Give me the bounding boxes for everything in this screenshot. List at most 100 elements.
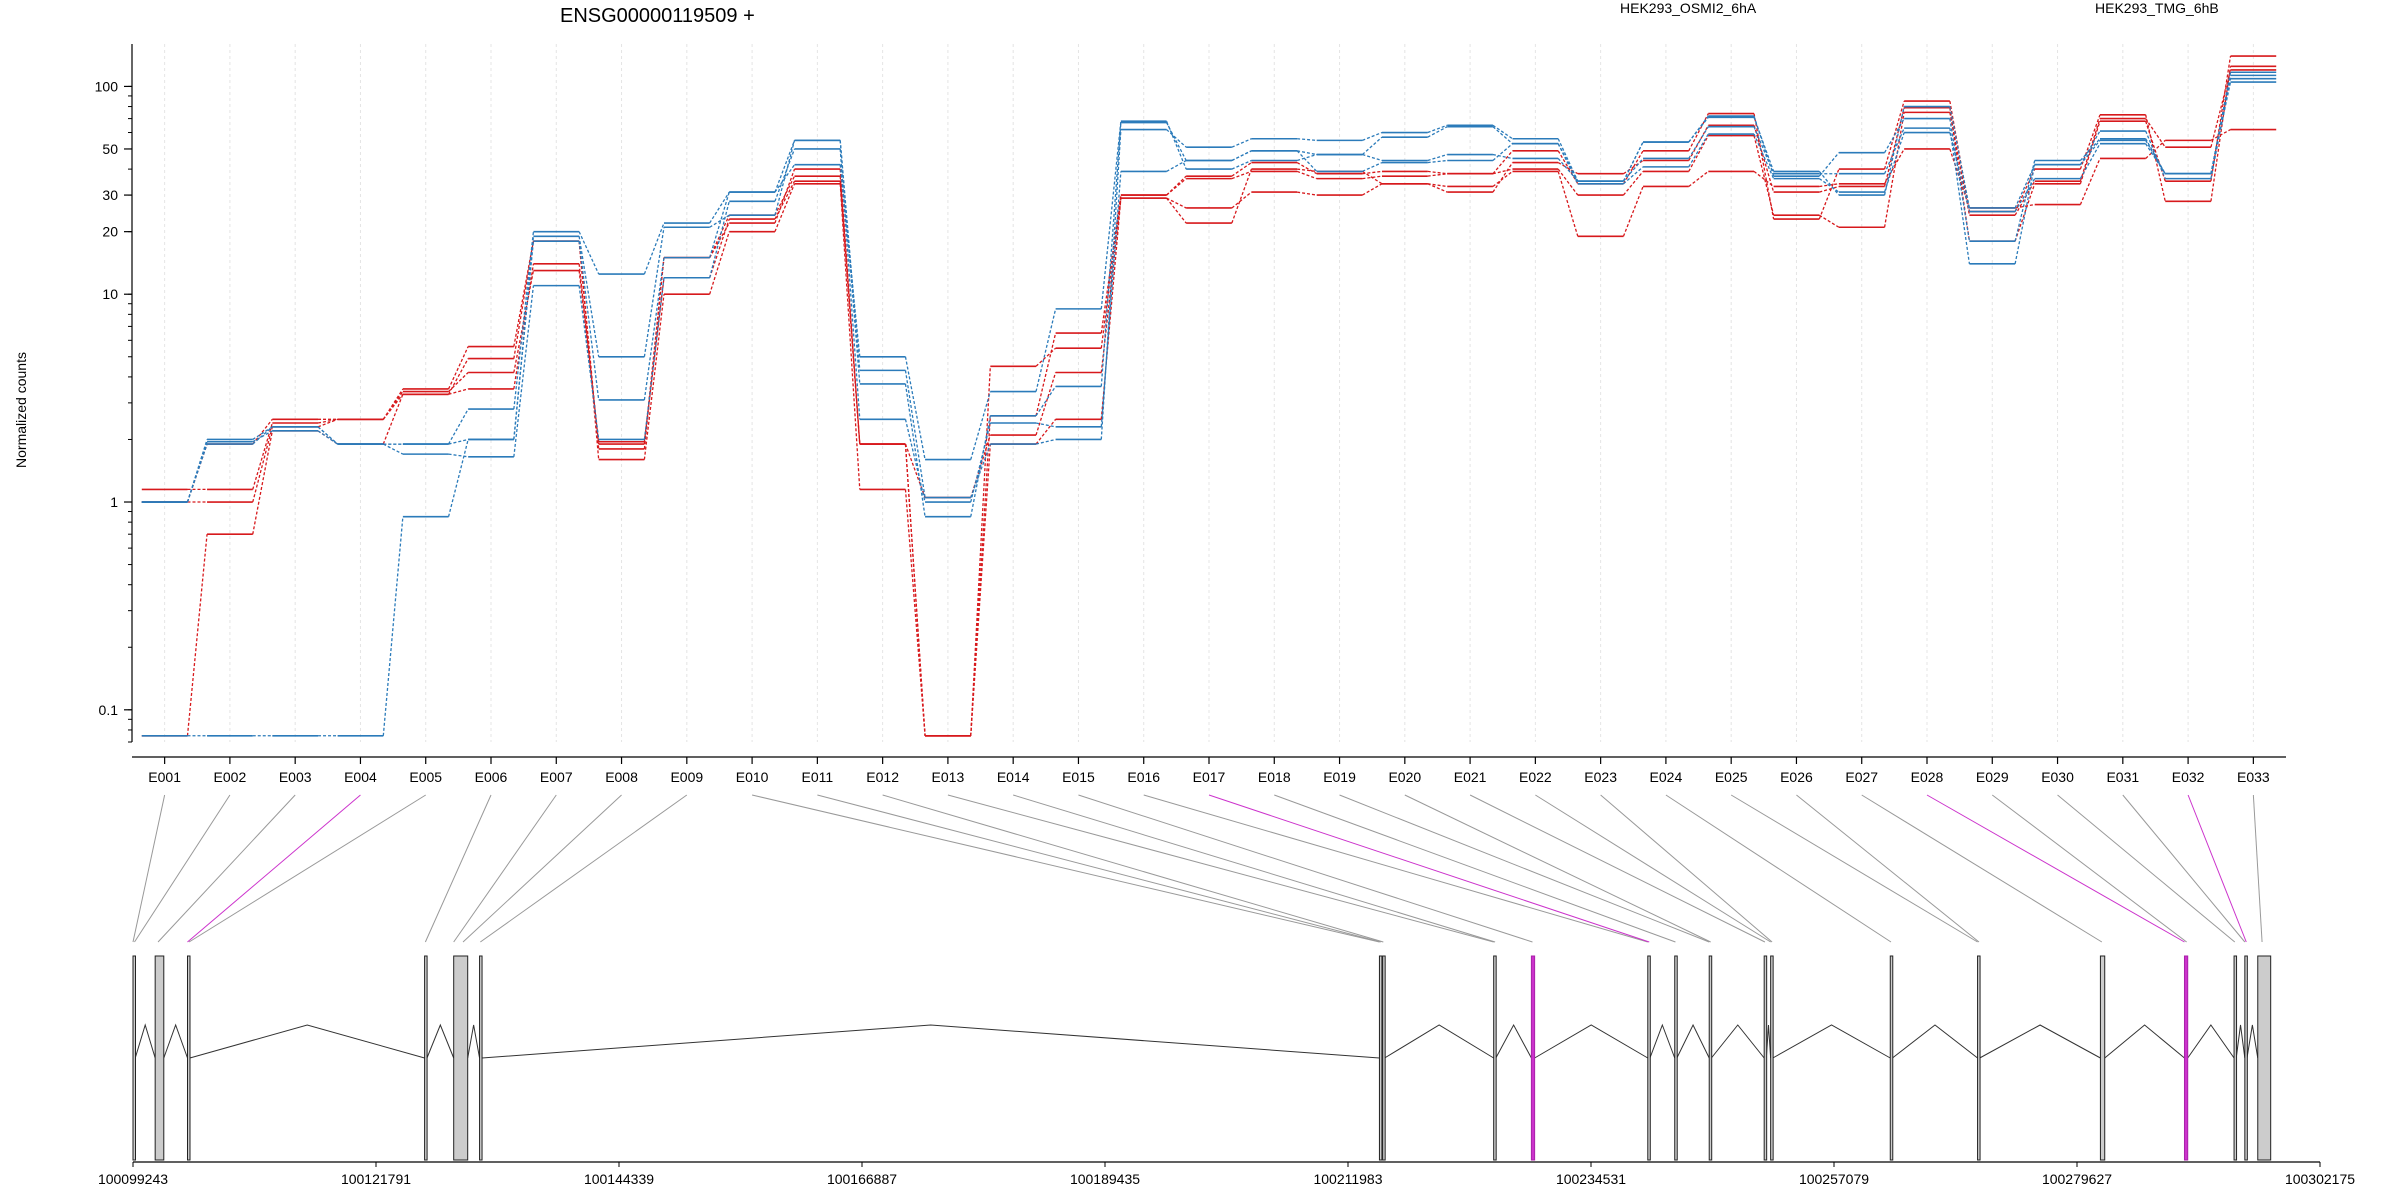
series-1-step-E029: [2015, 203, 2035, 209]
series-3-step-E024: [1688, 124, 1709, 161]
series-6-step-E025: [1753, 126, 1775, 174]
series-3-step-E002: [252, 430, 273, 535]
intron-13: [1710, 1024, 1765, 1059]
series-8: [141, 71, 2277, 503]
series-3-step-E032: [2210, 55, 2232, 182]
series-4-step-E019: [1362, 170, 1383, 175]
series-5-step-E012: [904, 419, 926, 503]
series-4-step-E017: [1231, 162, 1252, 177]
connector-E013: [947, 794, 1494, 943]
genomic-tick-label-100211983: 100211983: [1313, 1171, 1382, 1187]
x-tick-label-E014: E014: [997, 769, 1030, 785]
series-2-step-E023: [1622, 170, 1644, 196]
x-tick-label-E007: E007: [540, 769, 573, 785]
series-3-step-E023: [1623, 159, 1644, 175]
series-8-step-E010: [774, 164, 796, 193]
series-8-step-E021: [1492, 153, 1513, 160]
series-8-step-E028: [1949, 106, 1971, 209]
x-tick-label-E021: E021: [1454, 769, 1487, 785]
series-8-step-E012: [904, 356, 926, 460]
series-8-step-E025: [1753, 117, 1775, 172]
series-6-step-E010: [774, 140, 796, 193]
series-2-step-E032: [2210, 69, 2232, 148]
connector-E029: [1991, 794, 2187, 943]
series-6-step-E017: [1231, 150, 1252, 162]
series-1-step-E025: [1753, 170, 1775, 187]
genomic-tick-label-100144339: 100144339: [584, 1171, 654, 1187]
series-1-step-E031: [2145, 139, 2166, 159]
series-5-step-E014: [1035, 422, 1056, 428]
exon-box-E002: [154, 955, 165, 1161]
series-3-step-E022: [1557, 162, 1579, 175]
series-1-step-E017: [1231, 191, 1252, 209]
series-7-step-E030: [2079, 138, 2101, 161]
series-8-step-E023: [1622, 141, 1644, 182]
genomic-tick-label-100166887: 100166887: [827, 1171, 897, 1187]
series-5-step-E026: [1818, 178, 1840, 193]
series-8-step-E005: [448, 408, 469, 445]
intron-12: [1676, 1023, 1710, 1059]
genomic-tick-label-100302175: 100302175: [2285, 1171, 2355, 1187]
series-7-step-E007: [578, 236, 600, 357]
series-3-step-E016: [1166, 197, 1187, 224]
series-8-step-E011: [839, 164, 861, 357]
connector-E027: [1861, 794, 2103, 943]
chart-title: ENSG00000119509 +: [560, 5, 755, 27]
series-3-step-E014: [1035, 418, 1057, 445]
exon-box-E008: [1382, 955, 1386, 1161]
series-5-step-E020: [1427, 159, 1448, 164]
connector-E008: [462, 794, 622, 943]
connector-E006: [424, 794, 492, 943]
series-8-step-E029: [2014, 164, 2036, 209]
series-2-step-E018: [1296, 170, 1317, 180]
x-tick-label-E027: E027: [1845, 769, 1878, 785]
series-3-step-E001: [186, 534, 208, 736]
series-1-step-E005: [448, 388, 469, 395]
series-6-step-E013: [970, 415, 991, 517]
x-tick-label-E001: E001: [148, 769, 181, 785]
x-tick-label-E011: E011: [802, 769, 834, 785]
x-tick-label-E030: E030: [2041, 769, 2074, 785]
series-3-step-E008: [643, 294, 665, 460]
series-5-step-E013: [970, 422, 991, 503]
series-7-step-E001: [186, 439, 208, 503]
connector-E002: [134, 794, 231, 943]
series-5-step-E030: [2079, 143, 2101, 179]
series-6-step-E027: [1883, 127, 1905, 174]
series-6-step-E014: [1035, 386, 1057, 417]
series-2-step-E030: [2079, 118, 2101, 182]
exon-box-E015: [1770, 955, 1774, 1161]
exon-box-E003: [186, 955, 191, 1161]
genomic-tick-label-100234531: 100234531: [1556, 1171, 1626, 1187]
exon-box-E007: [1378, 955, 1383, 1161]
series-4-step-E022: [1557, 150, 1579, 185]
x-tick-label-E032: E032: [2172, 769, 2205, 785]
series-5-step-E011: [839, 148, 861, 420]
connector-E009: [480, 794, 688, 943]
genomic-tick-label-100257079: 100257079: [1799, 1171, 1869, 1187]
series-1-step-E006: [513, 263, 535, 390]
connector-E019: [1339, 794, 1710, 943]
series-6-step-E009: [709, 191, 730, 258]
series-4-step-E002: [252, 418, 273, 445]
series-3-step-E011: [839, 183, 861, 490]
y-axis-label: Normalized counts: [13, 352, 29, 468]
legend-entry-osmi2: HEK293_OSMI2_6hA: [1620, 0, 1757, 16]
x-tick-label-E005: E005: [409, 769, 442, 785]
series-5-step-E031: [2145, 143, 2166, 175]
series-6-step-E018: [1296, 150, 1317, 156]
series-3-step-E005: [448, 358, 469, 395]
intron-6: [481, 1024, 1380, 1059]
exon-box-E005: [453, 955, 469, 1161]
series-2-step-E026: [1818, 214, 1840, 228]
connector-E005: [188, 794, 426, 943]
connector-E015: [1078, 794, 1533, 943]
series-8-step-E008: [643, 222, 665, 275]
x-tick-label-E003: E003: [279, 769, 312, 785]
series-8-step-E006: [513, 231, 535, 410]
series-4-step-E012: [904, 444, 926, 736]
exon-box-E006: [479, 955, 483, 1161]
connector-E026: [1796, 794, 1980, 943]
series-7-step-E029: [2014, 160, 2036, 242]
intron-2: [163, 1023, 188, 1059]
